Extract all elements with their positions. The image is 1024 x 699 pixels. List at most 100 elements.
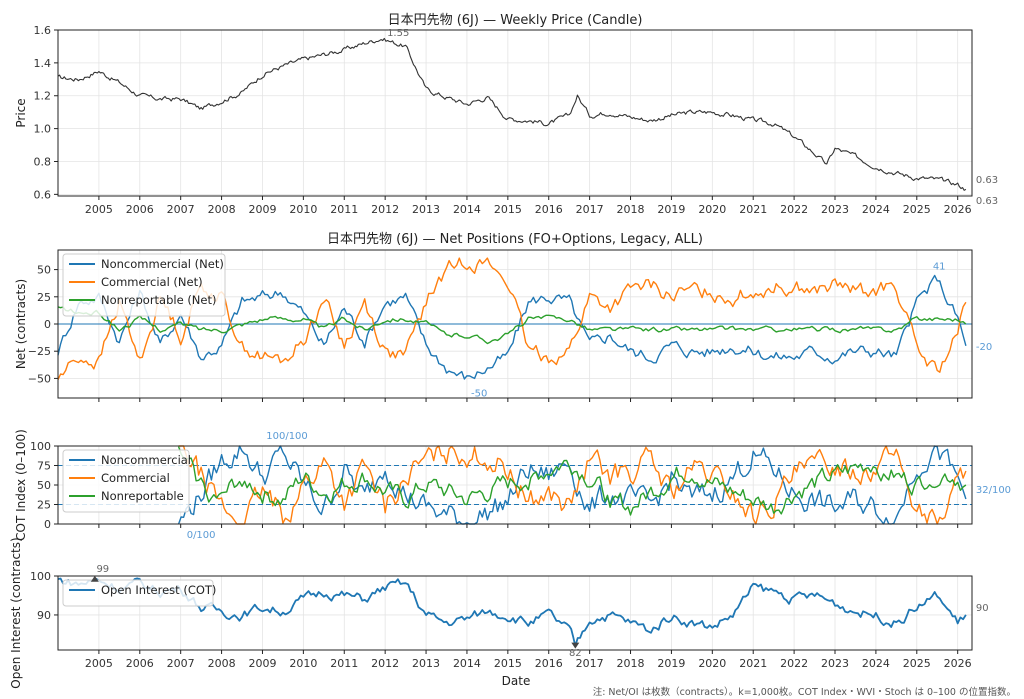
series-line-1: [57, 37, 967, 191]
y-axis-label: Price: [14, 98, 28, 127]
y-tick-label: 50: [37, 264, 51, 277]
y-axis-label: COT Index (0–100): [14, 429, 28, 541]
y-tick-label: 75: [37, 460, 51, 473]
legend: Noncommercial Commercial Nonreportable: [62, 449, 191, 513]
y-axis-label: Open Interest (contracts): [9, 537, 23, 688]
y-tick-label: 1.2: [34, 90, 52, 103]
legend-label: Nonreportable (Net): [101, 293, 216, 307]
x-tick-label: 2019: [657, 657, 685, 670]
x-tick-label: 2006: [126, 657, 154, 670]
annotation: 100/100: [266, 431, 308, 442]
x-axis-label: Date: [502, 674, 531, 688]
x-tick-label: 2005: [85, 657, 113, 670]
x-tick-label: 2016: [535, 657, 563, 670]
legend-label: Open Interest (COT): [101, 583, 216, 597]
series-line-3: [177, 446, 967, 516]
open-interest-panel: 90 100 2005 2006 2007 2008 2009 2010 2011 2012 201…: [9, 537, 989, 688]
x-tick-label: 2020: [698, 203, 726, 216]
x-tick-label: 2018: [617, 657, 645, 670]
price-panel: 0.6 0.8 1.0 1.2 1.4 1.6 2005 2006 2007 2008 2009 20…: [14, 13, 998, 216]
x-tick-label: 2024: [862, 657, 890, 670]
legend-label: Noncommercial: [101, 453, 191, 467]
y-tick-label: 0: [44, 518, 51, 531]
y-tick-label: 25: [37, 291, 51, 304]
annotation: 32/100: [976, 485, 1011, 496]
x-tick-label: 2019: [657, 203, 685, 216]
x-tick-label: 2025: [903, 203, 931, 216]
legend-label: Noncommercial (Net): [101, 257, 224, 271]
x-tick-label: 2005: [85, 203, 113, 216]
x-tick-label: 2022: [780, 657, 808, 670]
x-tick-label: 2018: [617, 203, 645, 216]
x-tick-label: 2017: [576, 203, 604, 216]
plot-frame: [57, 575, 973, 651]
x-tick-label: 2021: [739, 203, 767, 216]
series-line-3: [57, 306, 967, 345]
max-marker: [90, 575, 99, 582]
min-marker: [571, 642, 580, 649]
legend-box: [62, 253, 226, 317]
x-tick-label: 2014: [453, 657, 481, 670]
y-tick-label: 50: [37, 479, 51, 492]
annotation: 0/100: [187, 530, 216, 541]
x-tick-label: 2010: [289, 657, 317, 670]
x-tick-label: 2026: [944, 657, 972, 670]
y-tick-label: 0: [44, 318, 51, 331]
x-tick-label: 2007: [167, 657, 195, 670]
panel-title: 日本円先物 (6J) — Net Positions (FO+Options, …: [327, 232, 703, 247]
y-axis-label: Net (contracts): [14, 279, 28, 369]
x-tick-label: 2017: [576, 657, 604, 670]
x-tick-label: 2013: [412, 657, 440, 670]
x-tick-label: 2006: [126, 203, 154, 216]
annotation: 41: [933, 261, 946, 272]
y-tick-label: 100: [30, 570, 51, 583]
x-tick-label: 2020: [698, 657, 726, 670]
x-tick-label: 2024: [862, 203, 890, 216]
y-tick-label: 0.8: [34, 155, 52, 168]
x-tick-label: 2007: [167, 203, 195, 216]
annotation: -20: [976, 342, 992, 353]
y-tick-label: 25: [37, 499, 51, 512]
y-tick-label: 1.6: [34, 24, 52, 37]
legend-box: [62, 579, 214, 607]
annotation: 99: [96, 564, 109, 575]
x-tick-label: 2022: [780, 203, 808, 216]
x-tick-label: 2009: [248, 657, 276, 670]
x-tick-label: 2008: [208, 203, 236, 216]
x-tick-label: 2025: [903, 657, 931, 670]
y-tick-label: −25: [28, 345, 51, 358]
y-tick-label: −50: [28, 372, 51, 385]
footnote: 注: Net/OI は枚数（contracts）。k=1,000枚。COT In…: [593, 686, 1016, 698]
series-line-1: [57, 274, 967, 380]
x-tick-label: 2012: [371, 657, 399, 670]
x-tick-label: 2009: [248, 203, 276, 216]
annotation: 0.63: [976, 175, 998, 186]
x-tick-label: 2015: [494, 203, 522, 216]
legend: Noncommercial (Net) Commercial (Net) Nonre…: [62, 253, 226, 317]
y-tick-label: 1.4: [34, 57, 52, 70]
legend-label: Commercial: [101, 471, 170, 485]
annotation: 1.55: [387, 28, 409, 39]
x-tick-label: 2023: [821, 657, 849, 670]
annotation: 0.63: [976, 196, 998, 207]
x-tick-label: 2010: [289, 203, 317, 216]
y-tick-label: 0.6: [34, 188, 52, 201]
x-tick-label: 2011: [330, 657, 358, 670]
annotation: 90: [976, 603, 989, 614]
annotation: 82: [569, 648, 582, 659]
x-tick-label: 2026: [944, 203, 972, 216]
x-tick-label: 2016: [535, 203, 563, 216]
x-tick-label: 2023: [821, 203, 849, 216]
legend-label: Nonreportable: [101, 489, 184, 503]
y-tick-label: 1.0: [34, 123, 52, 136]
x-tick-label: 2015: [494, 657, 522, 670]
y-tick-label: 100: [30, 440, 51, 453]
y-tick-label: 90: [37, 609, 51, 622]
x-tick-label: 2008: [208, 657, 236, 670]
plot-frame: [57, 29, 973, 197]
panel-title: 日本円先物 (6J) — Weekly Price (Candle): [388, 13, 643, 28]
legend: Open Interest (COT): [62, 579, 216, 607]
x-tick-label: 2021: [739, 657, 767, 670]
